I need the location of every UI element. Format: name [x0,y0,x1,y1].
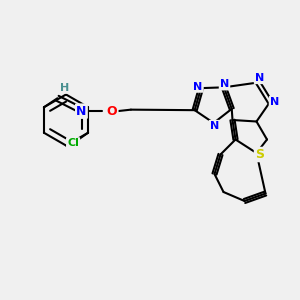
Text: N: N [255,73,264,83]
Text: Cl: Cl [67,138,79,148]
Text: N: N [220,79,229,89]
Text: N: N [194,82,202,92]
Text: H: H [60,83,70,93]
Text: S: S [255,148,264,161]
Text: N: N [270,97,279,107]
Text: O: O [107,105,117,118]
Text: N: N [76,105,87,118]
Text: N: N [210,121,219,131]
